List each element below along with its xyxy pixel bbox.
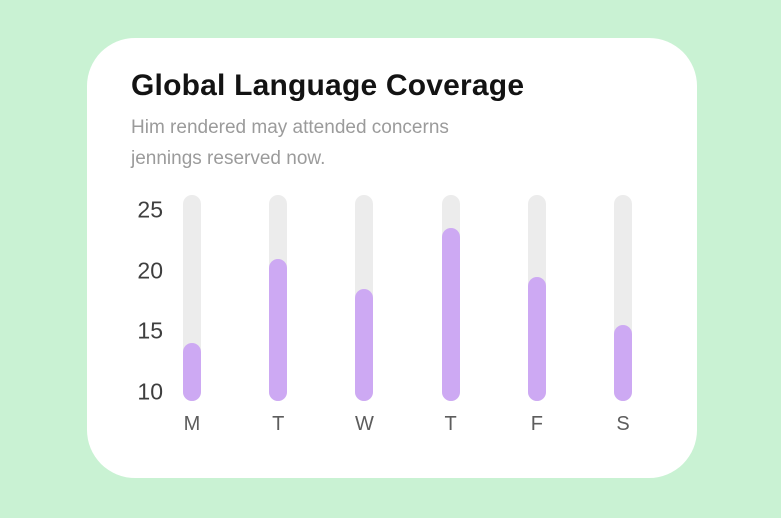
card-subtitle: Him rendered may attended concerns jenni… — [131, 112, 449, 174]
bar-fill-M-0 — [183, 343, 201, 401]
y-axis-tick-10: 10 — [137, 378, 163, 405]
bar-fill-F-4 — [527, 276, 546, 401]
x-axis-label-W-2: W — [354, 413, 374, 435]
y-axis-tick-20: 20 — [137, 257, 163, 284]
subtitle-line-2: jennings reserved now. — [131, 148, 326, 169]
bar-fill-S-5 — [614, 325, 632, 401]
x-axis-label-M-0: M — [183, 413, 201, 435]
y-axis-tick-15: 15 — [137, 317, 163, 344]
bar-fill-T-3 — [441, 228, 460, 401]
bar-fill-T-1 — [269, 258, 288, 401]
y-axis-tick-25: 25 — [137, 196, 163, 223]
card-title: Global Language Coverage — [131, 69, 525, 102]
x-axis-label-S-5: S — [616, 413, 630, 435]
x-axis-label-T-3: T — [444, 413, 457, 435]
chart-card: Global Language Coverage Him rendered ma… — [87, 38, 697, 478]
subtitle-line-1: Him rendered may attended concerns — [131, 117, 449, 138]
bar-chart: 25 20 15 10 M T W T F S — [87, 188, 697, 448]
x-axis-label-T-1: T — [272, 413, 285, 435]
x-axis-label-F-4: F — [530, 413, 543, 435]
bar-fill-W-2 — [355, 288, 374, 401]
